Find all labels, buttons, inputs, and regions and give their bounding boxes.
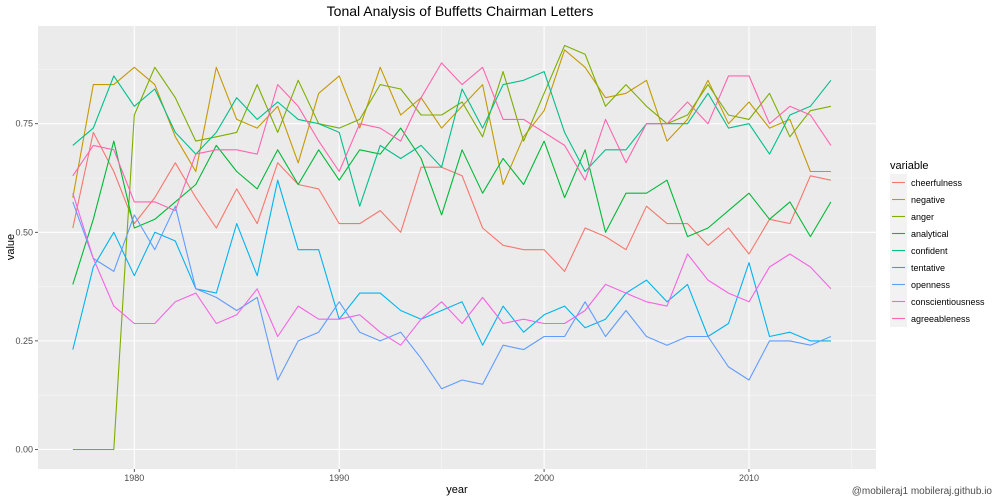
plot-panel xyxy=(38,26,876,469)
y-tick-label: 0.25 xyxy=(15,336,33,346)
series-line-tentative xyxy=(72,179,831,350)
y-axis-title: value xyxy=(5,234,17,260)
series-lines xyxy=(72,44,832,451)
series-line-cheerfulness xyxy=(72,131,832,272)
x-tick-label: 2010 xyxy=(739,473,759,483)
series-line-analytical xyxy=(72,127,832,285)
y-tick-label: 0.75 xyxy=(15,119,33,129)
x-tick-label: 1980 xyxy=(124,473,144,483)
x-tick-label: 2000 xyxy=(534,473,554,483)
x-tick-label: 1990 xyxy=(329,473,349,483)
legend-label-analytical: analytical xyxy=(911,229,949,239)
series-line-agreeableness xyxy=(72,62,832,212)
legend-label-confident: confident xyxy=(911,246,948,256)
y-tick-label: 0.50 xyxy=(15,227,33,237)
x-axis-title: year xyxy=(446,484,468,496)
credit-text: @mobileraj1 mobileraj.github.io xyxy=(852,486,993,497)
legend-label-agreeableness: agreeableness xyxy=(911,314,971,324)
series-line-confident xyxy=(72,71,832,207)
legend-label-negative: negative xyxy=(911,195,945,205)
legend-label-tentative: tentative xyxy=(911,263,945,273)
y-axis: 0.00 0.25 0.50 0.75 xyxy=(15,119,38,454)
x-axis: 1980 1990 2000 2010 xyxy=(124,469,759,483)
grid xyxy=(38,26,876,469)
series-line-conscientiousness xyxy=(72,193,832,346)
legend-title: variable xyxy=(890,160,929,172)
legend-label-anger: anger xyxy=(911,212,934,222)
series-line-negative xyxy=(72,49,831,198)
series-line-openness xyxy=(72,201,832,390)
legend-label-conscientiousness: conscientiousness xyxy=(911,297,985,307)
y-tick-label: 0.00 xyxy=(15,444,33,454)
series-line-anger xyxy=(72,44,832,451)
legend-label-openness: openness xyxy=(911,280,951,290)
chart-title: Tonal Analysis of Buffetts Chairman Lett… xyxy=(327,3,594,19)
legend: variable cheerfulness negative anger analyt… xyxy=(890,160,985,327)
legend-label-cheerfulness: cheerfulness xyxy=(911,178,963,188)
